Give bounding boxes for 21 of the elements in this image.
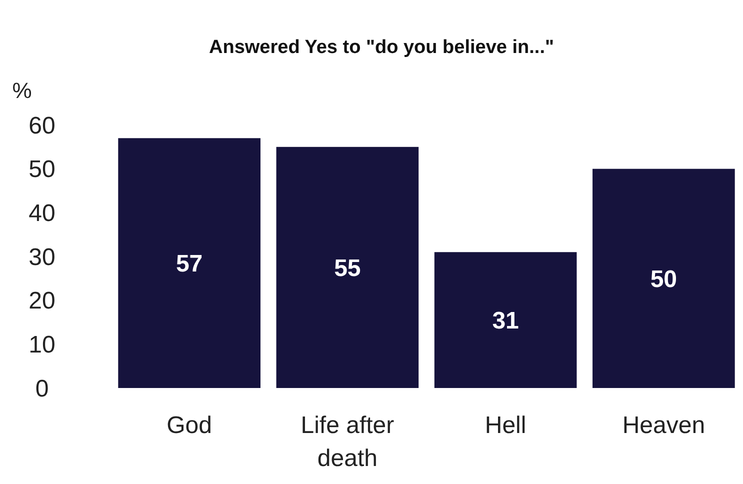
data-label: 31: [492, 307, 519, 334]
bar: [434, 252, 577, 388]
y-tick-label: 20: [28, 288, 56, 315]
x-tick-label: Heaven: [622, 412, 706, 439]
bar: [118, 138, 260, 388]
data-label: 50: [650, 266, 678, 293]
y-axis-title: %: [12, 78, 32, 103]
data-label: 55: [334, 254, 361, 282]
x-tick-label: Hell: [484, 412, 526, 439]
bar: [276, 146, 419, 388]
chart-title: Answered Yes to "do you believe in...": [209, 37, 554, 58]
y-tick-label: 50: [28, 156, 56, 184]
y-tick-label: 40: [28, 200, 56, 228]
y-tick-label: 30: [28, 244, 56, 271]
y-tick-label: 0: [35, 375, 49, 402]
data-label: 57: [176, 250, 203, 278]
y-tick-label: 10: [28, 332, 56, 359]
y-tick-label: 60: [28, 112, 56, 140]
x-tick-label: Life after death: [300, 412, 394, 472]
x-tick-label: God: [166, 412, 212, 439]
bar: [592, 168, 735, 388]
